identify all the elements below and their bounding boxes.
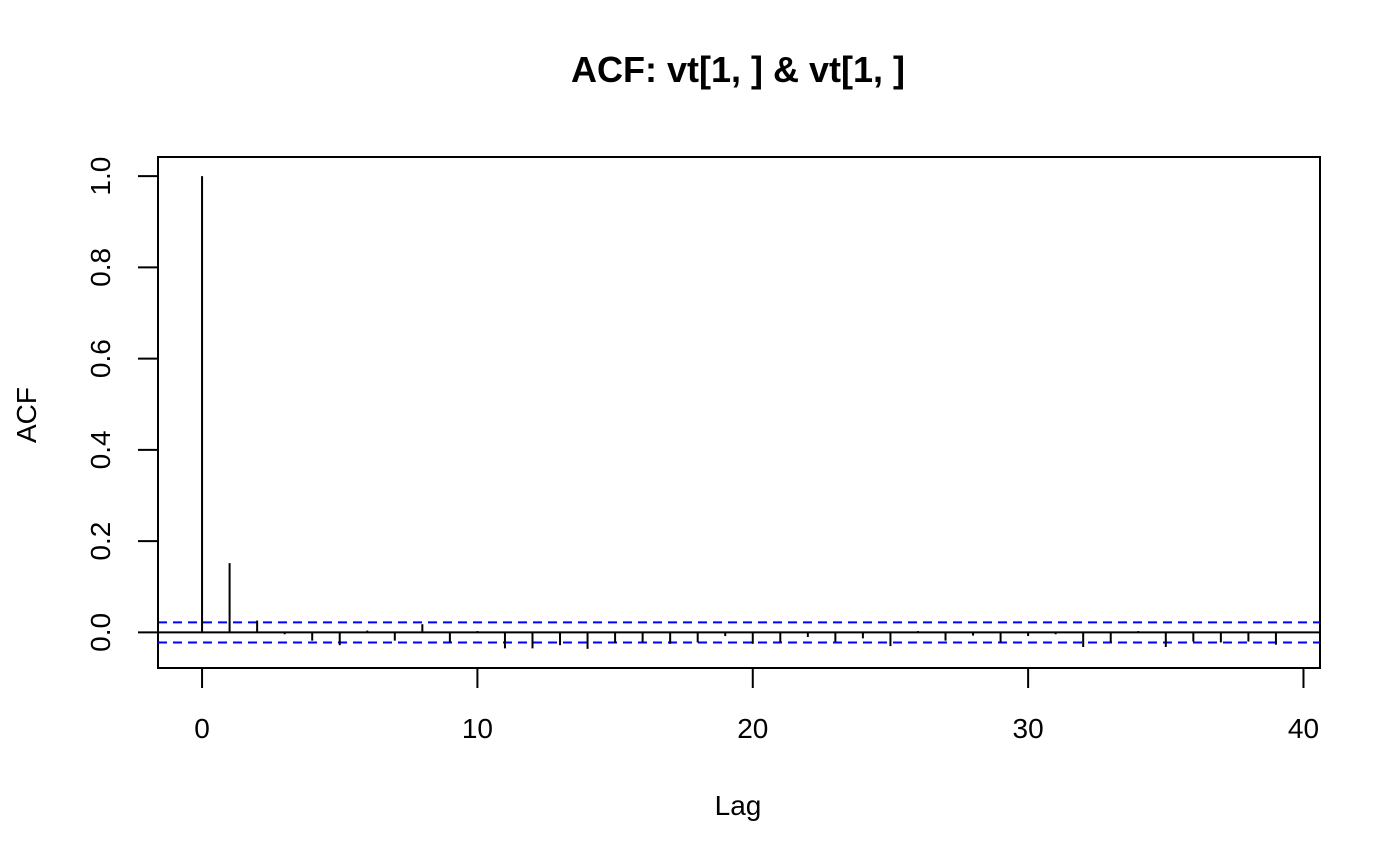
x-axis-label: Lag (715, 790, 762, 821)
x-tick-label: 30 (1013, 713, 1044, 744)
y-tick-label: 0.8 (85, 248, 116, 287)
y-tick-label: 0.0 (85, 613, 116, 652)
plot-area: 0 10 20 30 40 0.0 0.2 0.4 0.6 0.8 1.0 (85, 156, 1321, 744)
chart-title: ACF: vt[1, ] & vt[1, ] (571, 49, 905, 90)
y-tick-label: 0.2 (85, 522, 116, 561)
y-tick-label: 1.0 (85, 157, 116, 196)
y-tick-label: 0.4 (85, 430, 116, 469)
x-tick-label: 40 (1288, 713, 1319, 744)
y-axis-label: ACF (11, 387, 42, 443)
x-tick-label: 20 (737, 713, 768, 744)
plot-frame (157, 156, 1321, 669)
y-tick-label: 0.6 (85, 339, 116, 378)
x-tick-label: 0 (194, 713, 210, 744)
x-tick-label: 10 (462, 713, 493, 744)
